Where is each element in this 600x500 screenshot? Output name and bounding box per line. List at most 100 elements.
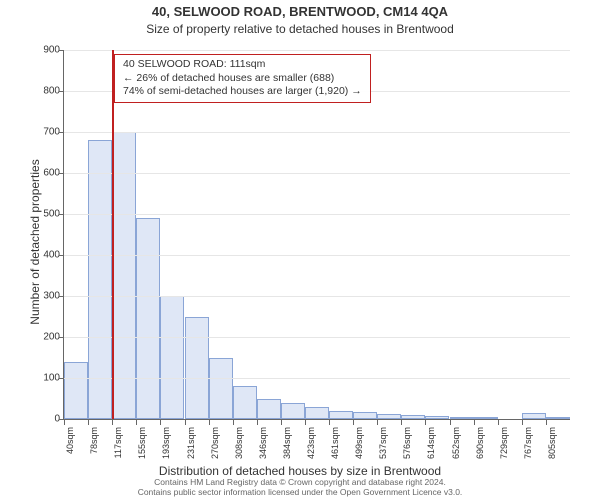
callout-line-1: 40 SELWOOD ROAD: 111sqm	[123, 58, 362, 72]
x-tick-label: 384sqm	[282, 427, 292, 459]
x-tick-mark	[329, 420, 330, 425]
histogram-bar	[474, 417, 498, 419]
x-tick-mark	[112, 420, 113, 425]
histogram-bar	[281, 403, 305, 419]
footer-attribution: Contains HM Land Registry data © Crown c…	[0, 478, 600, 498]
bars-layer	[64, 50, 570, 419]
histogram-bar	[377, 414, 401, 419]
x-tick-mark	[522, 420, 523, 425]
x-axis-label: Distribution of detached houses by size …	[0, 464, 600, 478]
x-tick-mark	[136, 420, 137, 425]
y-tick-mark	[59, 337, 63, 338]
x-tick-mark	[209, 420, 210, 425]
histogram-bar	[546, 417, 570, 419]
y-tick-mark	[59, 50, 63, 51]
y-tick-label: 700	[20, 127, 60, 138]
x-tick-mark	[401, 420, 402, 425]
x-tick-label: 423sqm	[306, 427, 316, 459]
x-tick-label: 308sqm	[234, 427, 244, 459]
histogram-bar	[305, 407, 329, 419]
x-tick-label: 576sqm	[402, 427, 412, 459]
plot-area: 40 SELWOOD ROAD: 111sqm← 26% of detached…	[63, 50, 570, 420]
y-tick-mark	[59, 91, 63, 92]
y-axis-label: Number of detached properties	[28, 117, 42, 367]
histogram-bar	[136, 218, 160, 419]
x-tick-label: 461sqm	[330, 427, 340, 459]
histogram-bar	[209, 358, 233, 420]
gridline	[64, 337, 570, 338]
y-tick-label: 500	[20, 209, 60, 220]
x-tick-label: 729sqm	[499, 427, 509, 459]
x-tick-label: 537sqm	[378, 427, 388, 459]
y-tick-label: 400	[20, 250, 60, 261]
x-tick-mark	[377, 420, 378, 425]
y-tick-mark	[59, 296, 63, 297]
x-tick-mark	[160, 420, 161, 425]
y-tick-label: 600	[20, 168, 60, 179]
footer-line-2: Contains public sector information licen…	[138, 487, 463, 497]
histogram-bar	[112, 132, 136, 419]
histogram-bar	[185, 317, 209, 420]
histogram-bar	[257, 399, 281, 420]
y-tick-label: 100	[20, 373, 60, 384]
x-tick-mark	[281, 420, 282, 425]
x-tick-mark	[450, 420, 451, 425]
x-tick-label: 346sqm	[258, 427, 268, 459]
histogram-bar	[425, 416, 449, 419]
histogram-bar	[64, 362, 88, 419]
gridline	[64, 132, 570, 133]
callout-line-3: 74% of semi-detached houses are larger (…	[123, 85, 362, 99]
x-tick-mark	[185, 420, 186, 425]
x-tick-label: 193sqm	[161, 427, 171, 459]
y-tick-label: 0	[20, 414, 60, 425]
histogram-bar	[233, 386, 257, 419]
x-tick-mark	[64, 420, 65, 425]
y-tick-label: 200	[20, 332, 60, 343]
y-tick-label: 800	[20, 86, 60, 97]
x-tick-mark	[233, 420, 234, 425]
footer-line-1: Contains HM Land Registry data © Crown c…	[154, 477, 446, 487]
x-tick-label: 40sqm	[65, 427, 75, 454]
histogram-bar	[353, 412, 377, 419]
chart-container: 40, SELWOOD ROAD, BRENTWOOD, CM14 4QA Si…	[0, 0, 600, 500]
y-tick-mark	[59, 378, 63, 379]
gridline	[64, 214, 570, 215]
x-tick-label: 499sqm	[354, 427, 364, 459]
x-tick-mark	[498, 420, 499, 425]
x-tick-label: 652sqm	[451, 427, 461, 459]
histogram-bar	[522, 413, 546, 419]
gridline	[64, 173, 570, 174]
x-tick-mark	[546, 420, 547, 425]
gridline	[64, 50, 570, 51]
gridline	[64, 296, 570, 297]
x-tick-label: 270sqm	[210, 427, 220, 459]
chart-title: 40, SELWOOD ROAD, BRENTWOOD, CM14 4QA	[0, 4, 600, 19]
x-tick-label: 231sqm	[186, 427, 196, 459]
x-tick-mark	[474, 420, 475, 425]
x-tick-mark	[88, 420, 89, 425]
x-tick-label: 690sqm	[475, 427, 485, 459]
x-tick-mark	[425, 420, 426, 425]
callout-line-2: ← 26% of detached houses are smaller (68…	[123, 72, 362, 86]
histogram-bar	[401, 415, 425, 419]
x-tick-mark	[305, 420, 306, 425]
y-tick-mark	[59, 255, 63, 256]
y-tick-label: 900	[20, 45, 60, 56]
x-tick-label: 767sqm	[523, 427, 533, 459]
y-tick-label: 300	[20, 291, 60, 302]
histogram-bar	[160, 296, 184, 419]
y-tick-mark	[59, 214, 63, 215]
x-tick-label: 614sqm	[426, 427, 436, 459]
y-tick-mark	[59, 419, 63, 420]
x-tick-label: 155sqm	[137, 427, 147, 459]
gridline	[64, 255, 570, 256]
x-tick-label: 78sqm	[89, 427, 99, 454]
histogram-bar	[329, 411, 353, 419]
x-tick-mark	[257, 420, 258, 425]
y-tick-mark	[59, 173, 63, 174]
gridline	[64, 378, 570, 379]
x-tick-label: 805sqm	[547, 427, 557, 459]
x-tick-label: 117sqm	[113, 427, 123, 458]
property-callout: 40 SELWOOD ROAD: 111sqm← 26% of detached…	[114, 54, 371, 103]
chart-subtitle: Size of property relative to detached ho…	[0, 22, 600, 36]
